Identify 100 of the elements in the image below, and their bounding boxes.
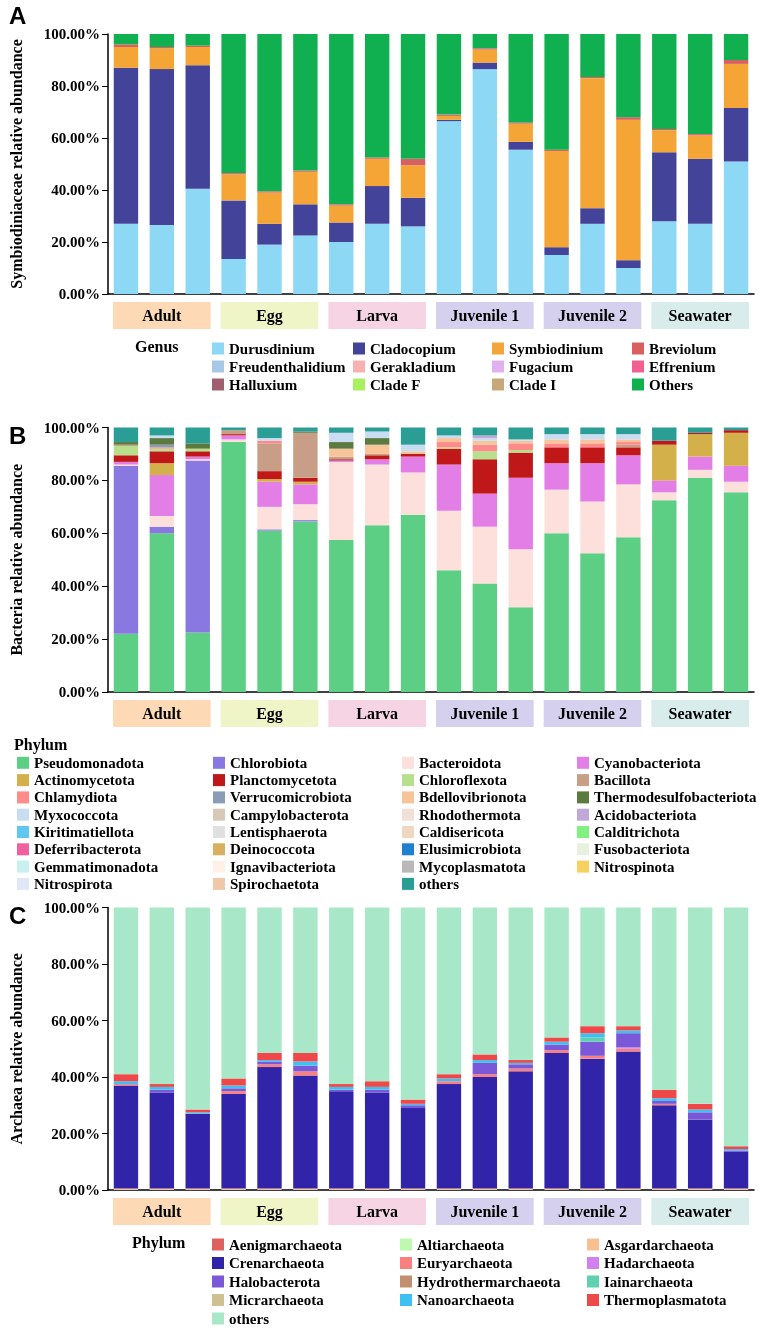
legend-label: Verrucomicrobiota <box>230 789 353 806</box>
legend-label: Acidobacteriota <box>594 806 697 823</box>
y-tick-label: 0.00% <box>58 1182 100 1198</box>
text: Juvenile 1 <box>450 1203 520 1220</box>
y-tick-label: 60.00% <box>51 1012 100 1029</box>
text: Seawater <box>668 1203 732 1220</box>
legend-label: Deinococcota <box>230 841 316 858</box>
text: Adult <box>142 307 183 324</box>
text: Juvenile 1 <box>450 307 520 324</box>
legend-label: Aenigmarchaeota <box>229 1236 343 1253</box>
legend-label: Asgardarchaeota <box>604 1236 715 1253</box>
y-tick-label: 20.00% <box>51 234 100 250</box>
legend-label: Bdellovibrionota <box>419 789 528 806</box>
legend-label: Pseudomonadota <box>34 754 145 771</box>
legend-label: Freudenthalidium <box>229 358 346 375</box>
chart-title: C <box>9 901 27 929</box>
legend-label: Altiarchaeota <box>417 1236 505 1253</box>
y-tick-label: 60.00% <box>51 525 100 542</box>
text: Larva <box>356 307 399 324</box>
legend-label: Crenarchaeota <box>229 1255 325 1271</box>
legend-label: Planctomycetota <box>230 772 338 789</box>
legend-label: Thermodesulfobacteriota <box>594 789 757 806</box>
legend-label: Durusdinium <box>229 340 316 357</box>
y-axis-title: Symbiodiniaceae relative abundance <box>7 39 26 289</box>
text: Adult <box>142 1203 183 1220</box>
text: Adult <box>142 705 183 722</box>
legend-label: Effrenium <box>649 358 716 375</box>
text: Larva <box>356 705 399 722</box>
y-tick-label: 100.00% <box>43 899 100 916</box>
legend-label: Hadarchaeota <box>604 1255 696 1271</box>
y-tick-label: 100.00% <box>43 26 100 42</box>
legend-label: Campylobacterota <box>230 806 350 823</box>
y-tick-label: 20.00% <box>51 631 100 648</box>
legend-label: Bacillota <box>594 772 652 789</box>
legend-label: Elusimicrobiota <box>419 841 522 858</box>
legend-label: Chloroflexota <box>419 772 508 789</box>
legend-label: Gemmatimonadota <box>34 858 159 875</box>
legend-label: Caldisericota <box>419 824 505 840</box>
legend-label: Rhodothermota <box>419 806 522 823</box>
legend-label: Hydrothermarchaeota <box>417 1273 562 1290</box>
y-tick-label: 40.00% <box>51 182 100 198</box>
legend-label: Kiritimatiellota <box>34 824 135 840</box>
legend-title: Genus <box>135 337 179 355</box>
y-tick-label: 40.00% <box>51 578 100 595</box>
legend-label: Cyanobacteriota <box>594 754 702 771</box>
legend-label: Iainarchaeota <box>604 1273 694 1290</box>
legend-label: Breviolum <box>649 340 717 357</box>
legend-label: Bacteroidota <box>419 754 502 771</box>
chart-title: A <box>9 1 27 29</box>
text: Seawater <box>668 705 732 722</box>
y-tick-label: 0.00% <box>58 684 100 700</box>
text: Egg <box>256 1203 283 1221</box>
text: Juvenile 1 <box>450 705 520 722</box>
legend-title: Phylum <box>132 1233 187 1252</box>
y-tick-label: 20.00% <box>51 1125 100 1142</box>
legend-label: Mycoplasmatota <box>419 858 527 875</box>
y-tick-label: 100.00% <box>43 419 100 436</box>
legend-label: Nitrospinota <box>594 858 676 875</box>
y-tick-label: 40.00% <box>51 1069 100 1085</box>
legend-label: Halobacterota <box>229 1273 321 1290</box>
chart-title: B <box>9 421 27 449</box>
text: Larva <box>356 1203 399 1220</box>
legend-label: others <box>229 1310 270 1327</box>
legend-label: Chlorobiota <box>230 754 308 771</box>
y-axis-title: Archaea relative abundance <box>7 953 25 1145</box>
legend-label: Clade F <box>370 376 421 393</box>
legend-label: Myxococcota <box>34 806 119 823</box>
legend-label: Nanoarchaeota <box>417 1292 515 1308</box>
text: Juvenile 2 <box>558 705 627 722</box>
y-axis-title: Bacteria relative abundance <box>7 463 25 656</box>
legend-label: Thermoplasmatota <box>604 1292 727 1308</box>
text: Egg <box>256 705 283 723</box>
legend-label: Symbiodinium <box>509 340 604 357</box>
legend-label: Cladocopium <box>370 340 457 357</box>
y-tick-label: 80.00% <box>51 78 100 94</box>
legend-label: others <box>419 875 460 892</box>
legend-label: Fusobacteriota <box>594 841 691 858</box>
legend-label: Others <box>649 376 694 393</box>
legend-label: Micrarchaeota <box>229 1292 325 1308</box>
legend-label: Fugacium <box>509 358 574 375</box>
legend-label: Euryarchaeota <box>417 1255 514 1271</box>
legend-label: Deferribacterota <box>34 841 142 858</box>
y-tick-label: 80.00% <box>51 956 100 972</box>
legend-label: Spirochaetota <box>230 875 320 892</box>
text: Seawater <box>668 307 732 324</box>
text: Juvenile 2 <box>558 307 627 324</box>
y-tick-label: 0.00% <box>58 286 100 302</box>
legend-label: Ignavibacteriota <box>230 858 337 875</box>
legend-label: Gerakladium <box>370 358 457 375</box>
legend-label: Actinomycetota <box>34 772 136 789</box>
text: Egg <box>256 307 283 325</box>
legend-label: Halluxium <box>229 376 298 393</box>
y-tick-label: 60.00% <box>51 130 100 146</box>
y-tick-label: 80.00% <box>51 472 100 489</box>
legend-label: Chlamydiota <box>34 789 118 806</box>
legend-label: Lentisphaerota <box>230 824 328 840</box>
legend-title: Phylum <box>14 735 69 754</box>
text: Juvenile 2 <box>558 1203 627 1220</box>
legend-label: Calditrichota <box>594 824 681 840</box>
legend-label: Nitrospirota <box>34 875 114 892</box>
